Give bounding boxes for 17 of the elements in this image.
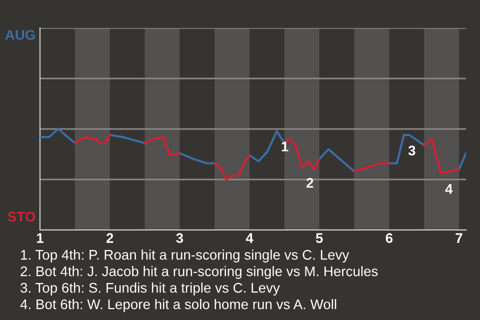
x-tick-label: 7	[456, 233, 462, 243]
text: 1. Top 4th: P. Roan hit a run-scoring single vs C. Levy	[21, 250, 350, 262]
x-tick-label: 2	[106, 233, 114, 243]
text: 2. Bot 4th: J. Jacob hit a run-scoring single vs M. Hercules	[20, 266, 378, 279]
x-tick-label: 4	[246, 233, 254, 243]
text: 3. Top 6th: S. Fundis hit a triple vs C. Levy	[20, 282, 280, 296]
text: 4. Bot 6th: W. Lepore hit a solo home run vs A. Woll	[20, 299, 336, 312]
x-tick-label: 1	[37, 233, 44, 243]
annotation: 2	[306, 178, 314, 188]
text: AUG	[5, 30, 35, 40]
x-tick-label: 3	[176, 233, 184, 243]
annotation: 4	[445, 184, 453, 194]
x-tick-label: 6	[386, 233, 393, 243]
text: STO	[8, 212, 36, 222]
annotation: 3	[408, 146, 416, 156]
x-tick-label: 5	[316, 233, 323, 243]
annotation: 1	[282, 142, 288, 152]
